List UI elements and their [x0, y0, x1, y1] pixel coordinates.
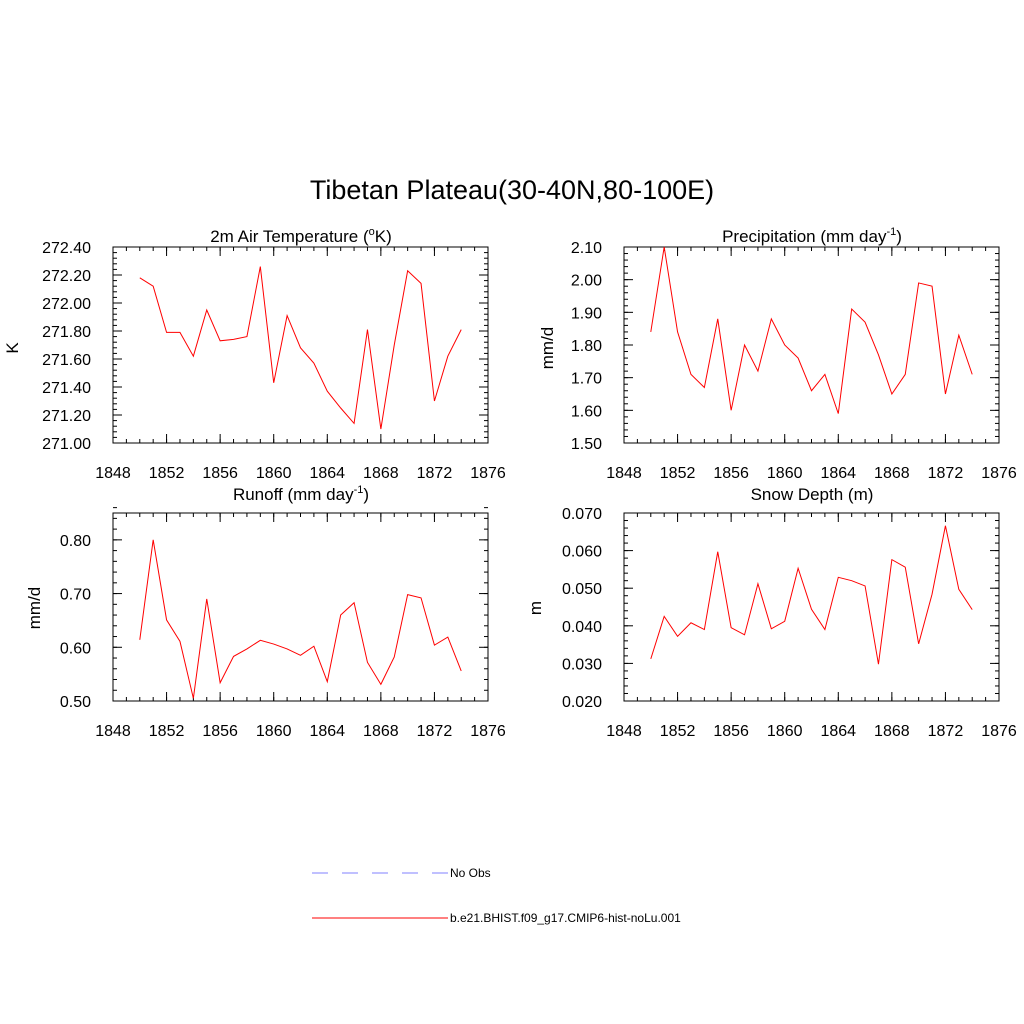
y-axis-label: mm/d: [25, 587, 44, 630]
x-tick-label: 1848: [95, 723, 131, 740]
x-tick-label: 1856: [202, 465, 238, 482]
plot-frame: [112, 246, 489, 444]
y-tick-label: 0.50: [60, 694, 91, 711]
series-line: [650, 525, 973, 665]
legend: No Obs b.e21.BHIST.f09_g17.CMIP6-hist-no…: [312, 866, 681, 925]
y-tick-label: 272.00: [42, 296, 91, 313]
plot-frame: [112, 512, 489, 702]
y-tick-label: 271.80: [42, 324, 91, 341]
panel-snow-depth: Snow Depth (m) m 1848 1852 1856 1860 1864 186…: [526, 485, 1017, 740]
x-tick-label: 1868: [363, 465, 399, 482]
y-tick-label: 0.050: [562, 581, 602, 598]
series-line: [139, 266, 462, 430]
x-tick-label: 1876: [470, 723, 506, 740]
y-tick-label: 272.20: [42, 268, 91, 285]
y-tick-label: 0.030: [562, 656, 602, 673]
x-tick-label: 1872: [928, 723, 964, 740]
x-tick-label: 1856: [713, 723, 749, 740]
x-tick-label: 1852: [660, 465, 696, 482]
y-axis-label: mm/d: [538, 327, 557, 370]
x-tick-label: 1864: [820, 465, 856, 482]
x-tick-label: 1864: [309, 465, 345, 482]
x-tick-label: 1848: [606, 723, 642, 740]
plot-area: 1848 1852 1856 1860 1864 1868 1872 1876 271.00 27…: [42, 240, 506, 482]
plot-area: 1848 1852 1856 1860 1864 1868 1872 1876 1.50 1.60…: [571, 240, 1017, 482]
y-tick-label: 272.40: [42, 240, 91, 257]
y-tick-label: 2.10: [571, 240, 602, 257]
y-axis-label: m: [526, 601, 545, 615]
y-tick-label: 1.70: [571, 371, 602, 388]
x-tick-label: 1860: [256, 723, 292, 740]
panel-air-temperature: 2m Air Temperature (oK) K 1848 1852 1856 18…: [3, 226, 506, 482]
y-tick-label: 1.50: [571, 436, 602, 453]
y-tick-label: 1.80: [571, 338, 602, 355]
y-tick-label: 0.60: [60, 640, 91, 657]
x-tick-label: 1848: [606, 465, 642, 482]
plot-area: 1848 1852 1856 1860 1864 1868 1872 1876 0.50 0.60…: [60, 507, 506, 740]
series-line: [139, 539, 462, 699]
series-line: [650, 246, 973, 414]
x-tick-label: 1872: [417, 723, 453, 740]
main-title: Tibetan Plateau(30-40N,80-100E): [310, 175, 714, 205]
x-tick-label: 1860: [767, 723, 803, 740]
y-tick-label: 2.00: [571, 273, 602, 290]
plot-frame: [623, 246, 1000, 444]
panel-title: Precipitation (mm day-1): [722, 226, 902, 246]
x-tick-label: 1864: [309, 723, 345, 740]
x-tick-label: 1876: [981, 723, 1017, 740]
y-tick-label: 1.60: [571, 403, 602, 420]
x-tick-label: 1876: [470, 465, 506, 482]
panel-title: 2m Air Temperature (oK): [210, 226, 392, 246]
y-tick-label: 0.040: [562, 619, 602, 636]
y-tick-label: 1.90: [571, 305, 602, 322]
legend-label-model: b.e21.BHIST.f09_g17.CMIP6-hist-noLu.001: [450, 911, 681, 925]
panel-runoff: Runoff (mm day-1) mm/d 1848 1852 1856 1860 1…: [25, 484, 506, 740]
panel-title: Runoff (mm day-1): [233, 484, 369, 504]
x-tick-label: 1860: [767, 465, 803, 482]
x-tick-label: 1852: [149, 465, 185, 482]
x-tick-label: 1856: [713, 465, 749, 482]
panel-precipitation: Precipitation (mm day-1) mm/d 1848 1852 18…: [538, 226, 1017, 482]
y-tick-label: 271.20: [42, 408, 91, 425]
x-tick-label: 1864: [820, 723, 856, 740]
x-tick-label: 1852: [149, 723, 185, 740]
y-tick-label: 0.020: [562, 694, 602, 711]
x-tick-label: 1852: [660, 723, 696, 740]
y-tick-label: 0.70: [60, 587, 91, 604]
x-tick-label: 1872: [417, 465, 453, 482]
x-tick-label: 1872: [928, 465, 964, 482]
y-tick-label: 271.00: [42, 436, 91, 453]
x-tick-label: 1868: [363, 723, 399, 740]
x-tick-label: 1868: [874, 723, 910, 740]
legend-label-no-obs: No Obs: [450, 866, 491, 880]
x-tick-label: 1868: [874, 465, 910, 482]
panel-title: Snow Depth (m): [751, 485, 874, 504]
plot-area: 1848 1852 1856 1860 1864 1868 1872 1876 0.020 0.0…: [562, 506, 1017, 740]
y-tick-label: 271.60: [42, 352, 91, 369]
x-tick-label: 1848: [95, 465, 131, 482]
x-tick-label: 1860: [256, 465, 292, 482]
x-tick-label: 1856: [202, 723, 238, 740]
y-tick-label: 0.070: [562, 506, 602, 523]
y-tick-label: 0.80: [60, 533, 91, 550]
y-axis-label: K: [3, 342, 22, 354]
y-tick-label: 0.060: [562, 544, 602, 561]
x-tick-label: 1876: [981, 465, 1017, 482]
y-tick-label: 271.40: [42, 380, 91, 397]
